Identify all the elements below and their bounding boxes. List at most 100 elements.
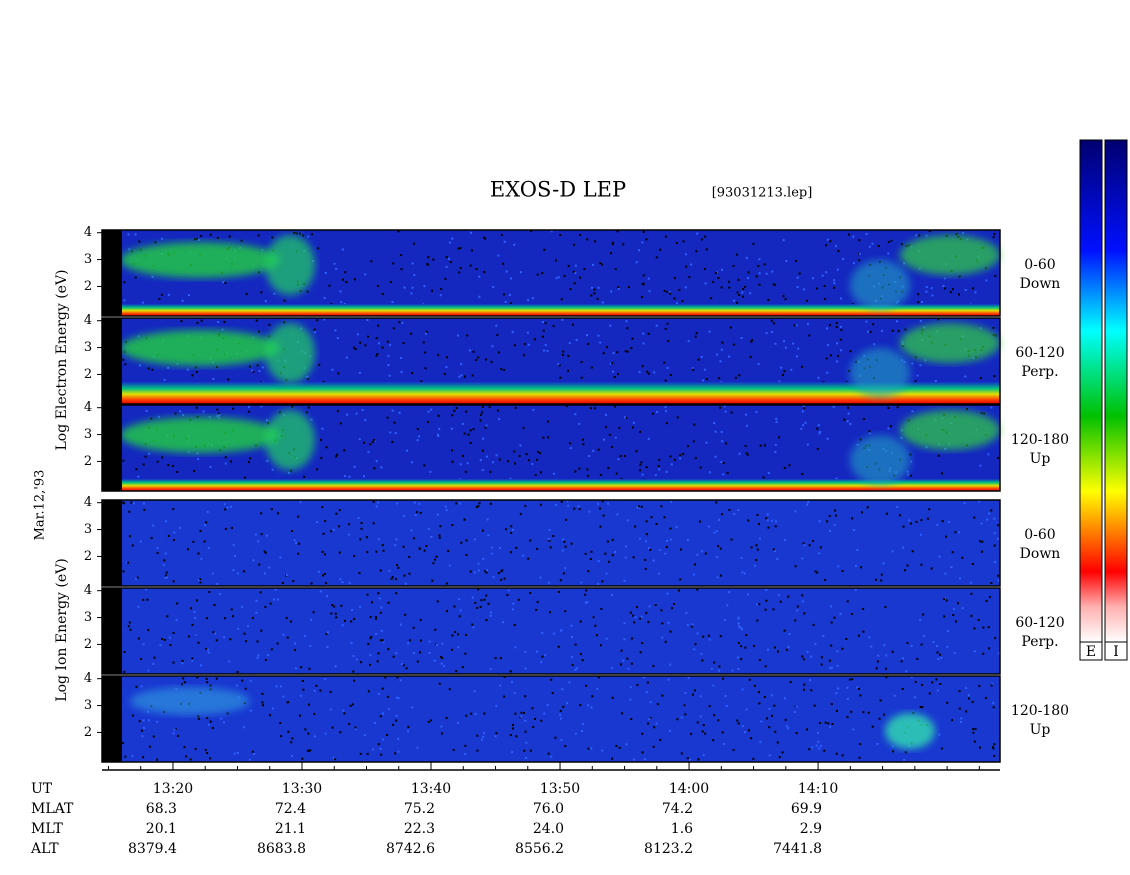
noise bbox=[656, 703, 659, 706]
noise bbox=[224, 456, 227, 459]
noise bbox=[550, 678, 553, 681]
noise bbox=[402, 545, 405, 548]
noise bbox=[377, 693, 380, 696]
noise bbox=[944, 572, 947, 575]
noise bbox=[647, 277, 650, 280]
noise bbox=[833, 282, 836, 285]
noise bbox=[994, 560, 997, 563]
noise bbox=[562, 538, 565, 541]
noise bbox=[782, 295, 785, 298]
noise bbox=[669, 455, 672, 458]
noise bbox=[448, 257, 451, 260]
orbit-value: 7441.8 bbox=[773, 841, 822, 857]
noise bbox=[172, 661, 175, 664]
noise bbox=[354, 348, 357, 351]
noise bbox=[684, 713, 687, 716]
noise bbox=[230, 505, 233, 508]
noise bbox=[607, 560, 610, 563]
noise bbox=[902, 525, 905, 528]
noise bbox=[726, 471, 729, 474]
noise bbox=[434, 558, 437, 561]
noise bbox=[285, 574, 288, 577]
noise bbox=[542, 436, 545, 439]
noise bbox=[566, 500, 569, 503]
noise bbox=[652, 745, 655, 748]
noise bbox=[884, 667, 887, 670]
noise bbox=[524, 504, 527, 507]
noise bbox=[356, 333, 359, 336]
noise bbox=[343, 712, 346, 715]
noise bbox=[944, 535, 947, 538]
noise bbox=[704, 732, 707, 735]
noise bbox=[131, 544, 134, 547]
noise bbox=[451, 449, 454, 452]
noise bbox=[459, 609, 462, 612]
plasma-blob bbox=[900, 235, 1000, 275]
noise bbox=[466, 462, 469, 465]
noise bbox=[597, 502, 600, 505]
noise bbox=[685, 265, 688, 268]
noise bbox=[887, 406, 890, 409]
noise bbox=[771, 330, 774, 333]
noise bbox=[766, 513, 769, 516]
noise bbox=[418, 651, 421, 654]
noise bbox=[800, 427, 803, 430]
noise bbox=[407, 725, 410, 728]
noise bbox=[494, 657, 497, 660]
noise bbox=[522, 354, 525, 357]
noise bbox=[641, 473, 644, 476]
y-tick-label: 3 bbox=[84, 522, 92, 537]
noise bbox=[935, 678, 938, 681]
noise bbox=[460, 363, 463, 366]
noise bbox=[405, 667, 408, 670]
noise bbox=[351, 608, 354, 611]
noise bbox=[270, 508, 273, 511]
noise bbox=[334, 758, 337, 761]
noise bbox=[747, 519, 750, 522]
noise bbox=[213, 603, 216, 606]
noise bbox=[564, 545, 567, 548]
noise bbox=[644, 558, 647, 561]
noise bbox=[918, 234, 921, 237]
noise bbox=[182, 677, 185, 680]
noise bbox=[524, 756, 527, 759]
noise bbox=[397, 750, 400, 753]
noise bbox=[745, 452, 748, 455]
noise bbox=[423, 549, 426, 552]
noise bbox=[618, 426, 621, 429]
noise bbox=[335, 616, 338, 619]
noise bbox=[236, 572, 239, 575]
noise bbox=[911, 362, 914, 365]
noise bbox=[590, 747, 593, 750]
orbit-value: 8742.6 bbox=[386, 841, 435, 857]
plasma-blob bbox=[265, 323, 315, 383]
noise bbox=[514, 712, 517, 715]
noise bbox=[513, 450, 516, 453]
noise bbox=[233, 752, 236, 755]
noise bbox=[692, 440, 695, 443]
noise bbox=[279, 556, 282, 559]
noise bbox=[151, 275, 154, 278]
noise bbox=[595, 634, 598, 637]
noise bbox=[650, 516, 653, 519]
noise bbox=[231, 615, 234, 618]
noise bbox=[394, 432, 397, 435]
noise bbox=[341, 624, 344, 627]
noise bbox=[594, 624, 597, 627]
y-tick-label: 3 bbox=[84, 610, 92, 625]
noise bbox=[643, 676, 646, 679]
noise bbox=[148, 452, 151, 455]
noise bbox=[871, 725, 874, 728]
noise bbox=[810, 655, 813, 658]
noise bbox=[925, 234, 928, 237]
noise bbox=[778, 756, 781, 759]
noise bbox=[741, 571, 744, 574]
noise bbox=[349, 704, 352, 707]
noise bbox=[906, 641, 909, 644]
noise bbox=[862, 607, 865, 610]
noise bbox=[616, 513, 619, 516]
orbit-row-name: UT bbox=[31, 781, 53, 797]
noise bbox=[310, 582, 313, 585]
noise bbox=[664, 327, 667, 330]
noise bbox=[653, 371, 656, 374]
